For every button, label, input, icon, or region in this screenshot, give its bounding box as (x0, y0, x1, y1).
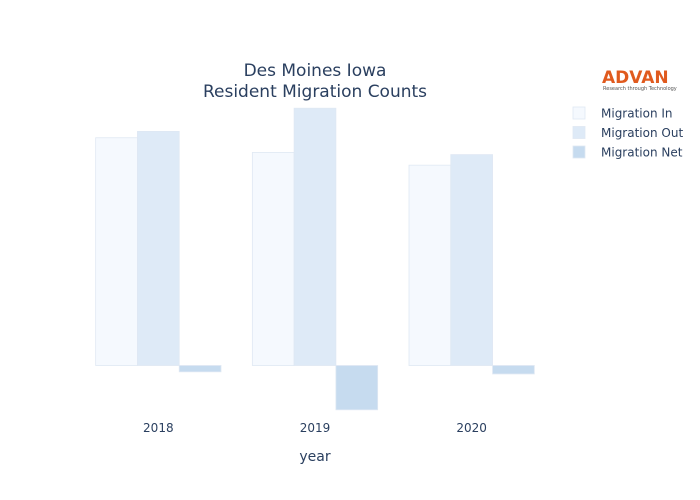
bars-layer (95, 107, 535, 411)
legend-swatch-migration-in[interactable] (572, 106, 586, 120)
advan-logo: ADVAN Research through Technology (602, 68, 677, 92)
legend-swatch-migration-net[interactable] (572, 145, 586, 159)
bar-migration-net-2019 (335, 365, 379, 411)
bar-migration-in-2018 (95, 137, 138, 366)
x-tick-labels: 2018 2019 2020 (143, 421, 487, 435)
x-tick-label: 2019 (300, 421, 331, 435)
legend: Migration In Migration Out Migration Net (572, 106, 683, 160)
chart-title-line-1: Des Moines Iowa (244, 61, 387, 81)
x-tick-label: 2020 (456, 421, 487, 435)
bar-migration-net-2020 (492, 365, 535, 375)
legend-label-migration-net[interactable]: Migration Net (601, 146, 683, 160)
chart-title-line-2: Resident Migration Counts (203, 82, 427, 102)
bar-migration-out-2020 (450, 154, 493, 366)
logo-text: ADVAN (602, 68, 669, 88)
x-tick-label: 2018 (143, 421, 174, 435)
legend-swatch-migration-out[interactable] (572, 126, 586, 139)
x-axis-title: year (299, 449, 330, 465)
bar-migration-in-2019 (251, 152, 295, 366)
bar-migration-out-2019 (293, 107, 337, 366)
bar-migration-out-2018 (137, 131, 180, 366)
legend-label-migration-in[interactable]: Migration In (601, 107, 673, 121)
bar-migration-in-2020 (408, 164, 452, 366)
bar-migration-net-2018 (178, 365, 222, 373)
logo-tagline: Research through Technology (603, 86, 677, 92)
legend-label-migration-out[interactable]: Migration Out (601, 126, 683, 140)
